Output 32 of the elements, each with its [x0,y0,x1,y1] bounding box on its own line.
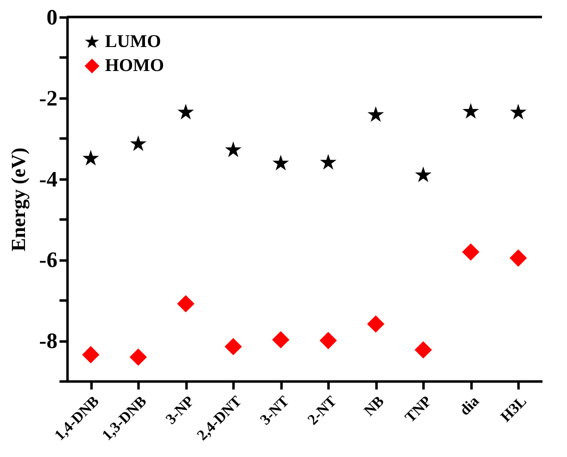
point [178,104,194,120]
x-tick-label: TNP [402,394,436,426]
point [272,154,289,170]
x-tick-label: H3L [498,394,530,426]
point [82,346,100,364]
y-tick-label: -2 [39,85,58,110]
point [367,315,384,333]
legend-label: HOMO [105,55,164,75]
point [510,249,527,267]
point [415,166,432,182]
y-tick-label: 0 [46,4,58,30]
point [130,348,147,366]
y-tick-label: -4 [39,166,58,192]
x-tick-label: NB [362,394,388,420]
point [272,331,290,348]
y-tick-label: -6 [39,247,58,272]
point [414,341,432,359]
y-tick-label: -8 [39,328,58,354]
point [320,154,336,170]
point [368,106,384,122]
point [320,332,337,350]
point [462,243,480,261]
x-tick-label: dia [457,393,483,419]
point [130,135,146,151]
y-axis-title: Energy (eV) [8,148,30,252]
point [224,338,242,356]
point [510,104,526,120]
point [82,150,99,166]
point [177,295,194,312]
point [225,141,242,158]
legend-label: LUMO [105,31,161,51]
point [462,102,479,119]
